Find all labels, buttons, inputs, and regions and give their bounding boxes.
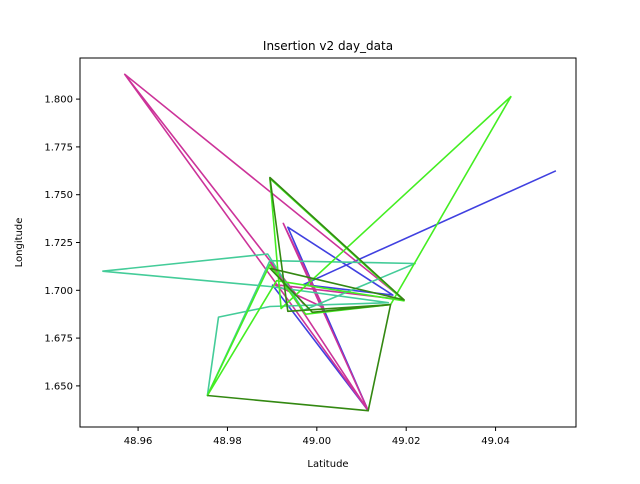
y-tick-label: 1.725 [44, 238, 73, 249]
y-tick-label: 1.675 [44, 334, 73, 345]
x-tick-label: 49.02 [392, 436, 421, 447]
x-tick-label: 48.98 [213, 436, 242, 447]
y-tick-label: 1.700 [44, 286, 73, 297]
x-tick-label: 49.00 [303, 436, 332, 447]
series-layer [102, 73, 557, 412]
chart-title: Insertion v2 day_data [263, 39, 393, 53]
x-tick-label: 48.96 [124, 436, 153, 447]
y-tick-label: 1.650 [44, 381, 73, 392]
x-axis-label: Latitude [307, 459, 348, 470]
y-axis-label: Longitude [14, 218, 25, 268]
y-axis: 1.650 1.675 1.700 1.725 1.750 1.775 1.800 [44, 95, 80, 392]
x-axis: 48.96 48.98 49.00 49.02 49.04 [124, 427, 510, 447]
y-tick-label: 1.800 [44, 95, 73, 106]
y-tick-label: 1.750 [44, 190, 73, 201]
y-tick-label: 1.775 [44, 142, 73, 153]
x-tick-label: 49.04 [481, 436, 510, 447]
series-line-5 [207, 176, 405, 412]
